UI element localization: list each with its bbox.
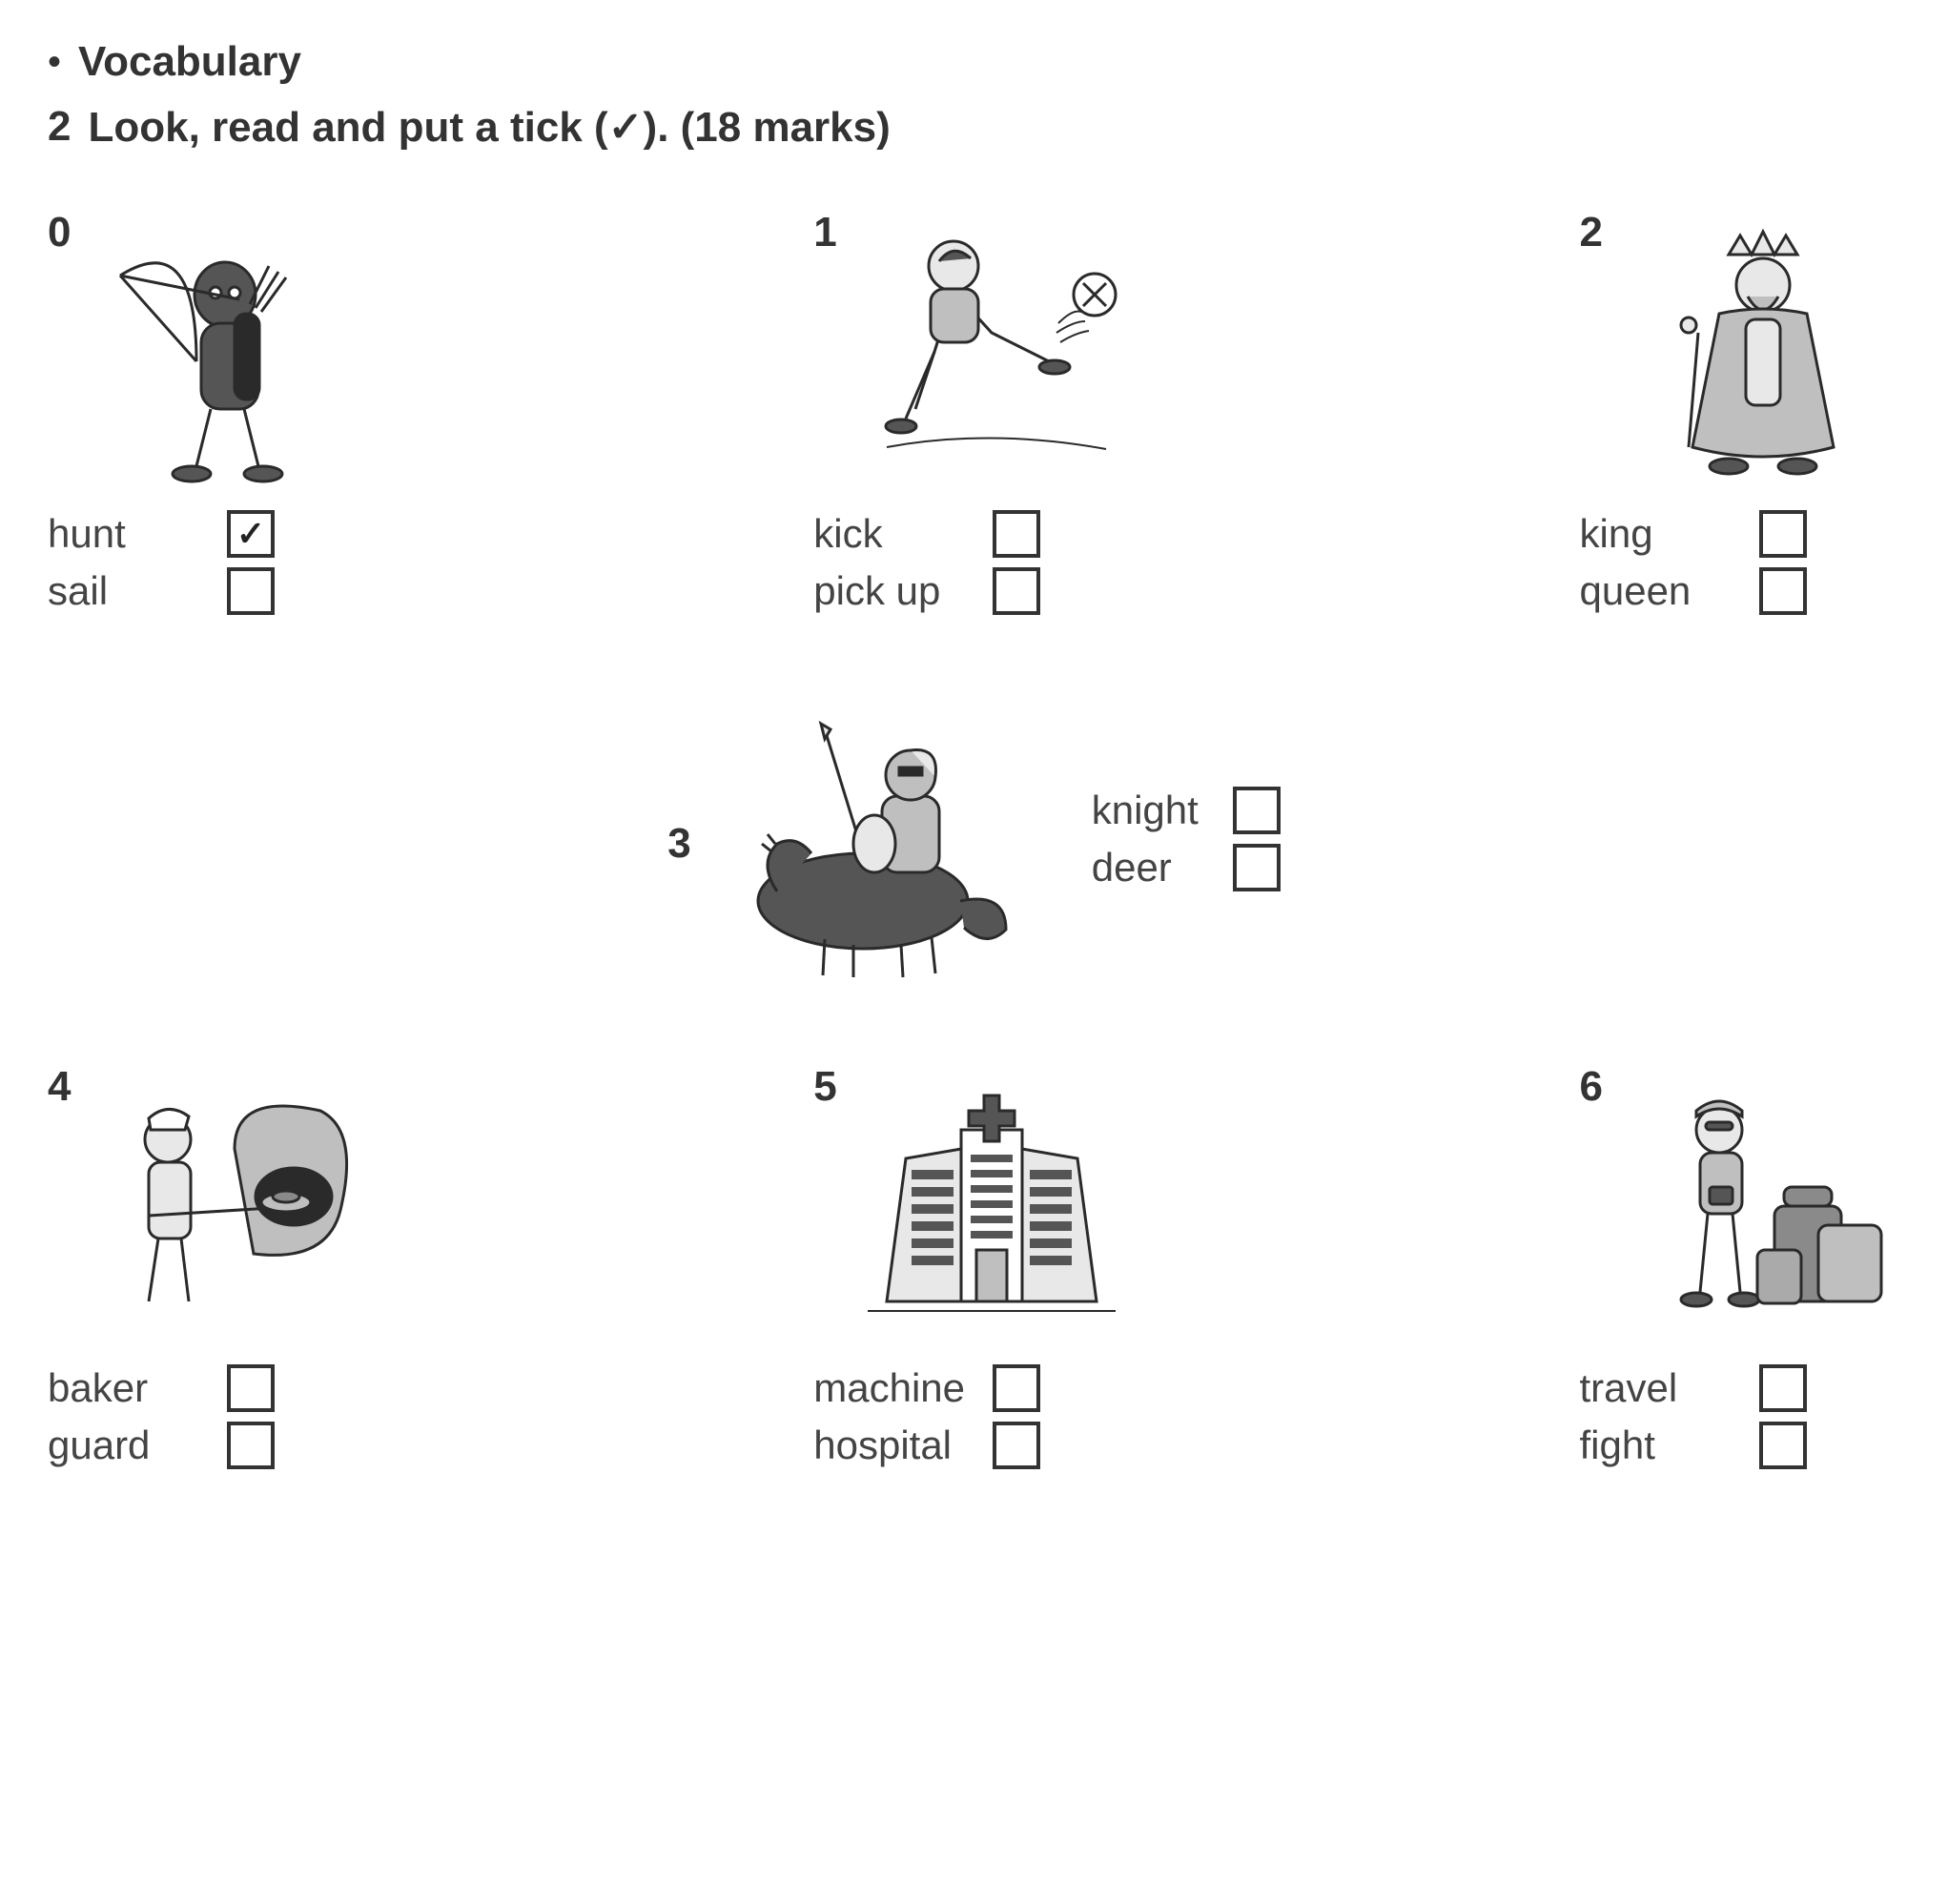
checkbox[interactable]: [1759, 567, 1807, 615]
option-a: travel: [1580, 1364, 1807, 1412]
item-5: 5: [813, 1063, 1134, 1479]
illustration-hospital: [849, 1063, 1135, 1349]
option-a: king: [1580, 510, 1807, 558]
options: travel fight: [1580, 1364, 1807, 1479]
question-major-number: 2: [48, 103, 71, 152]
item-number: 1: [813, 209, 836, 256]
option-b: sail: [48, 567, 275, 615]
options: machine hospital: [813, 1364, 1040, 1479]
checkbox[interactable]: [993, 510, 1040, 558]
bullet-icon: •: [48, 43, 61, 81]
option-label: sail: [48, 568, 210, 614]
option-label: baker: [48, 1365, 210, 1411]
checkbox[interactable]: [227, 1422, 275, 1469]
row-2: 3: [48, 701, 1900, 987]
option-label: kick: [813, 511, 975, 557]
option-b: pick up: [813, 567, 1040, 615]
options: hunt ✓ sail: [48, 510, 275, 624]
item-2: 2 ki: [1580, 209, 1900, 624]
checkbox[interactable]: [227, 1364, 275, 1412]
option-a: baker: [48, 1364, 275, 1412]
row-3: 4 ba: [48, 1063, 1900, 1479]
options: kick pick up: [813, 510, 1040, 624]
item-1: 1: [813, 209, 1134, 624]
section-title: Vocabulary: [78, 38, 301, 86]
options: king queen: [1580, 510, 1807, 624]
checkbox[interactable]: ✓: [227, 510, 275, 558]
option-label: hunt: [48, 511, 210, 557]
illustration-baker: [82, 1063, 368, 1349]
option-label: deer: [1092, 845, 1216, 891]
instruction-text: Look, read and put a tick (✓). (18 marks…: [88, 103, 890, 152]
section-heading: • Vocabulary: [48, 38, 1900, 86]
option-label: hospital: [813, 1423, 975, 1468]
option-a: knight: [1092, 787, 1281, 834]
option-b: deer: [1092, 844, 1281, 891]
instruction-row: 2 Look, read and put a tick (✓). (18 mar…: [48, 103, 1900, 152]
illustration-king: [1614, 209, 1900, 495]
checkbox[interactable]: [993, 1364, 1040, 1412]
option-b: guard: [48, 1422, 275, 1469]
checkbox[interactable]: [227, 567, 275, 615]
option-label: machine: [813, 1365, 975, 1411]
checkbox[interactable]: [1233, 844, 1281, 891]
item-3: 3: [667, 701, 1280, 987]
item-4: 4 ba: [48, 1063, 368, 1479]
option-b: hospital: [813, 1422, 1040, 1469]
options: knight deer: [1092, 787, 1281, 901]
option-b: queen: [1580, 567, 1807, 615]
item-6: 6: [1580, 1063, 1900, 1479]
option-label: knight: [1092, 788, 1216, 833]
item-number: 6: [1580, 1063, 1603, 1111]
checkbox[interactable]: [1759, 510, 1807, 558]
checkbox[interactable]: [1759, 1422, 1807, 1469]
item-number: 4: [48, 1063, 71, 1111]
option-a: kick: [813, 510, 1040, 558]
option-a: hunt ✓: [48, 510, 275, 558]
option-label: queen: [1580, 568, 1742, 614]
option-label: fight: [1580, 1423, 1742, 1468]
row-1: 0: [48, 209, 1900, 624]
checkbox[interactable]: [1759, 1364, 1807, 1412]
checkbox[interactable]: [993, 1422, 1040, 1469]
item-number: 0: [48, 209, 71, 256]
item-0: 0: [48, 209, 368, 624]
illustration-footballer: [849, 209, 1135, 495]
item-number: 5: [813, 1063, 836, 1111]
illustration-tourist: [1614, 1063, 1900, 1349]
option-a: machine: [813, 1364, 1040, 1412]
option-label: pick up: [813, 568, 975, 614]
option-label: guard: [48, 1423, 210, 1468]
option-b: fight: [1580, 1422, 1807, 1469]
item-number: 2: [1580, 209, 1603, 256]
item-number: 3: [667, 820, 690, 868]
checkbox[interactable]: [993, 567, 1040, 615]
illustration-knight: [720, 701, 1063, 987]
option-label: king: [1580, 511, 1742, 557]
options: baker guard: [48, 1364, 275, 1479]
illustration-archer: [82, 209, 368, 495]
option-label: travel: [1580, 1365, 1742, 1411]
checkbox[interactable]: [1233, 787, 1281, 834]
